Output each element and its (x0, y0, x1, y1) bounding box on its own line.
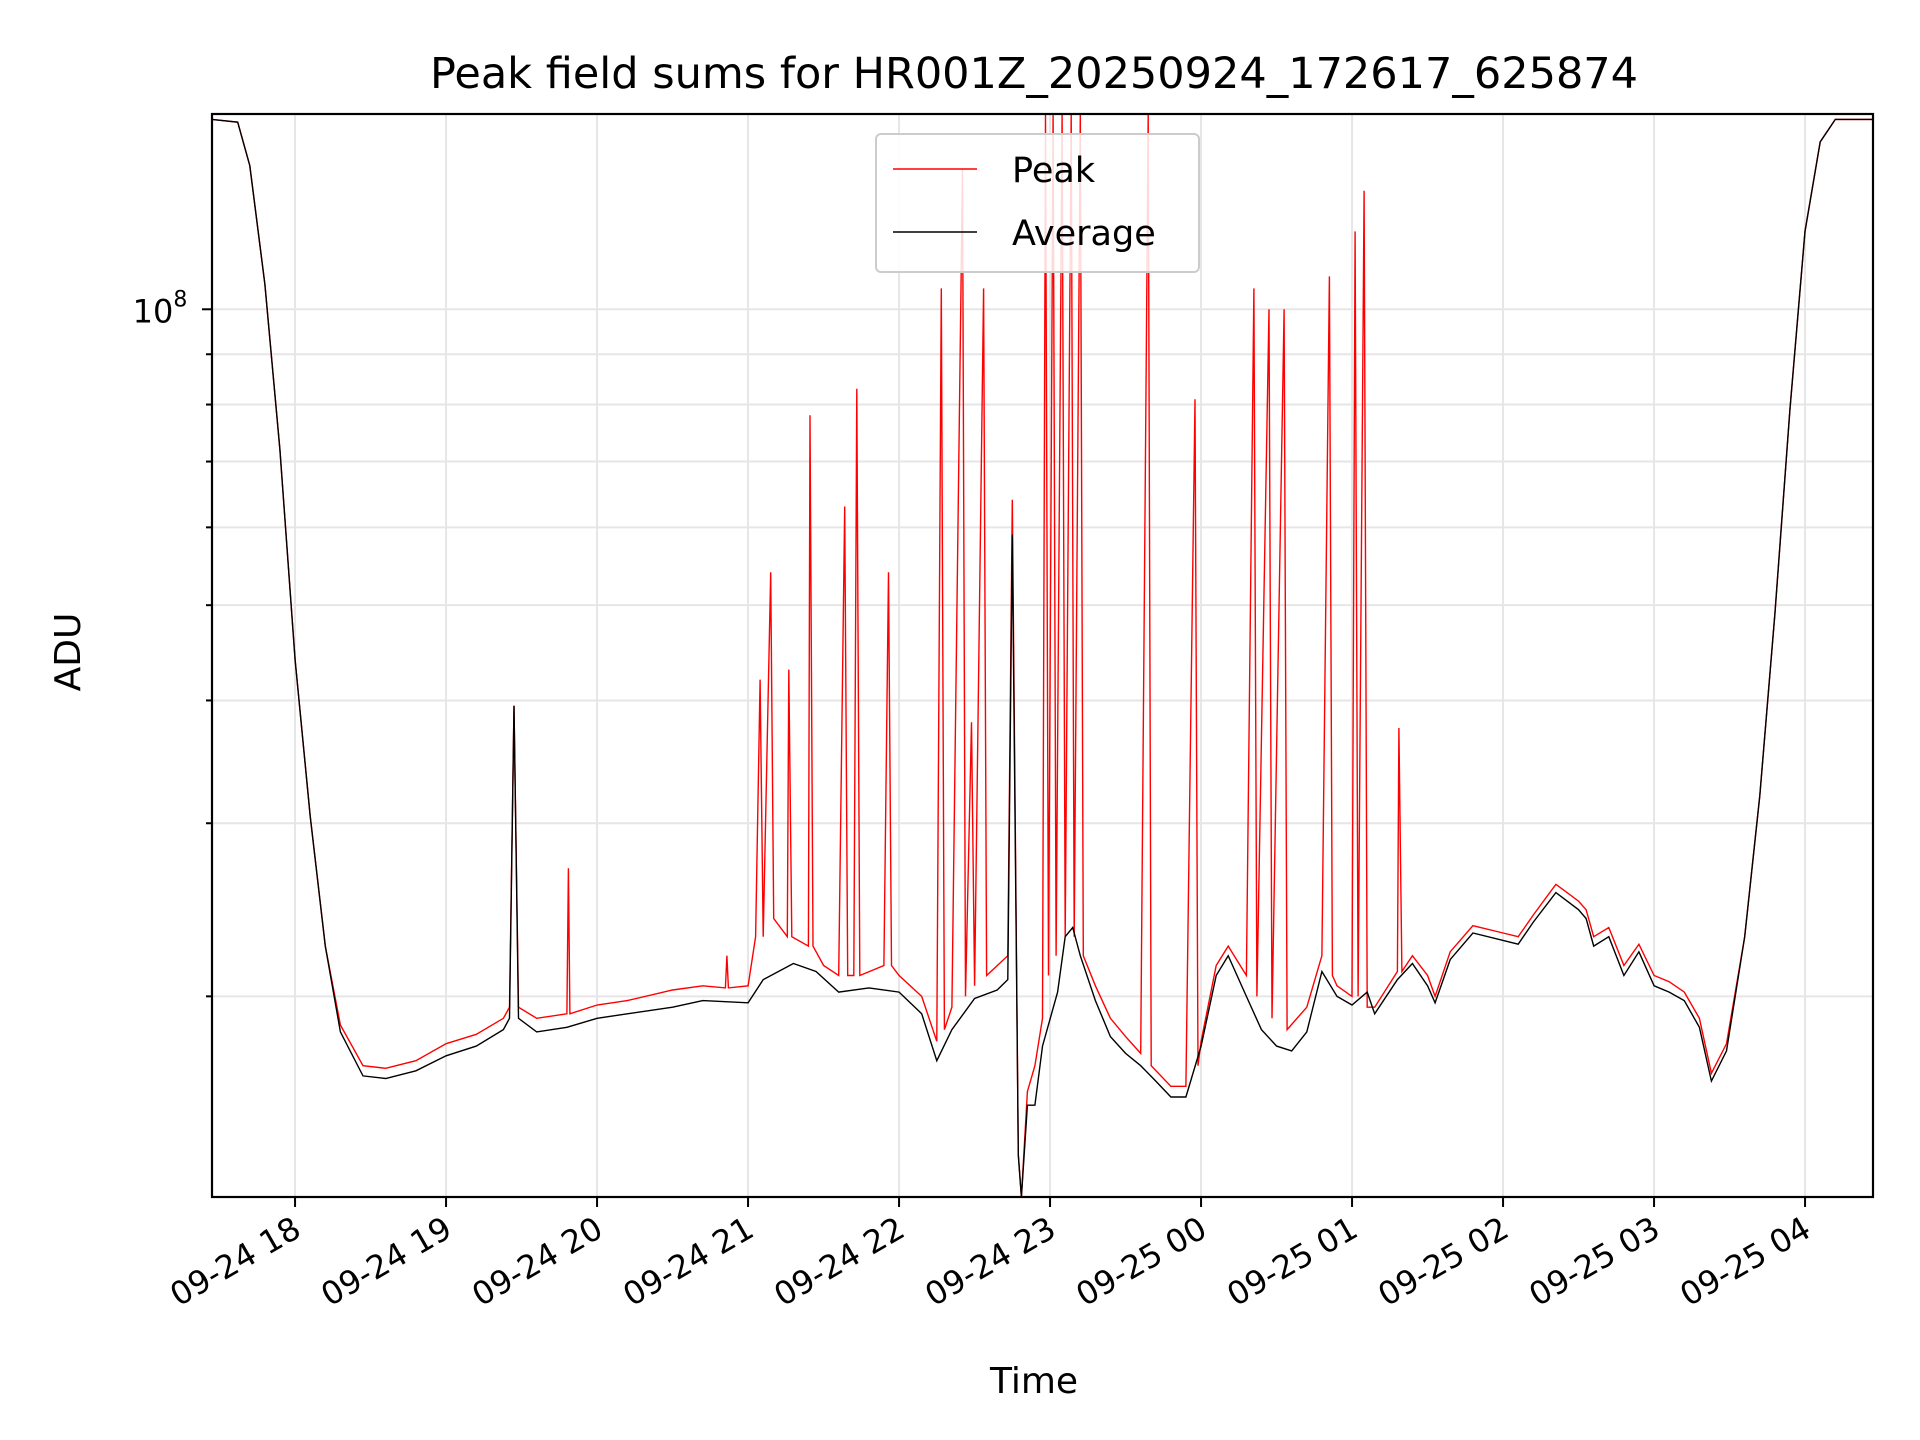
y-axis-label: ADU (48, 613, 89, 692)
legend-label-peak: Peak (1012, 151, 1096, 191)
plot-frame (210, 112, 1875, 1199)
x-axis-label: Time (989, 1361, 1078, 1402)
series-line-average (212, 118, 1873, 1197)
series-line-peak (212, 114, 1873, 1197)
grid-layer (212, 114, 1873, 1197)
series-layer (212, 114, 1873, 1197)
chart-title: Peak field sums for HR001Z_20250924_1726… (430, 49, 1638, 99)
legend-label-average: Average (1012, 214, 1156, 254)
y-tick-label: 108 (133, 287, 188, 330)
legend: Peak Average (875, 133, 1200, 273)
